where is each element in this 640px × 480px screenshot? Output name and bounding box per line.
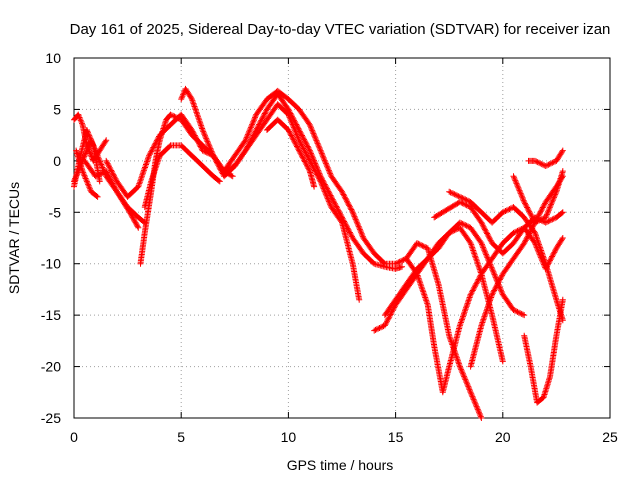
- point-marks: [137, 101, 363, 303]
- y-tick-label: 5: [53, 101, 61, 117]
- y-tick-label: 10: [45, 50, 61, 66]
- point-marks: [141, 142, 223, 211]
- series-track-17: [467, 173, 566, 370]
- point-marks: [521, 296, 566, 406]
- series-track-5: [81, 157, 142, 231]
- y-tick-label: -5: [49, 204, 62, 220]
- y-tick-label: 0: [53, 153, 61, 169]
- series-track-15: [431, 199, 566, 257]
- x-axis: 0 5 10 15 20 25: [70, 58, 618, 445]
- x-tick-label: 5: [177, 429, 185, 445]
- y-axis-label: SDTVAR / TECUs: [6, 182, 22, 294]
- x-tick-label: 25: [602, 429, 618, 445]
- point-marks: [431, 199, 566, 257]
- series-track-10: [221, 87, 485, 421]
- series-track-8: [141, 142, 223, 211]
- point-marks: [264, 116, 318, 190]
- y-tick-label: -20: [41, 359, 61, 375]
- y-tick-label: -10: [41, 256, 61, 272]
- point-marks: [525, 147, 566, 169]
- series-track-20: [521, 296, 566, 406]
- series-track-19: [525, 147, 566, 169]
- x-axis-label: GPS time / hours: [287, 457, 394, 473]
- data-points: [71, 85, 566, 421]
- series-track-7: [137, 101, 363, 303]
- point-marks: [467, 173, 566, 370]
- plot-frame: [73, 57, 611, 419]
- x-tick-label: 0: [70, 429, 78, 445]
- series-track-11: [264, 116, 318, 190]
- point-marks: [221, 87, 485, 421]
- point-marks: [446, 188, 566, 324]
- y-axis: 10 5 0 -5 -10 -15 -20 -25: [41, 50, 610, 426]
- series-track-18: [510, 168, 566, 226]
- chart-title: Day 161 of 2025, Sidereal Day-to-day VTE…: [70, 21, 611, 38]
- x-tick-label: 15: [388, 429, 404, 445]
- x-tick-label: 20: [495, 429, 511, 445]
- y-tick-label: -25: [41, 410, 61, 426]
- point-marks: [81, 157, 142, 231]
- y-tick-label: -15: [41, 307, 61, 323]
- point-marks: [510, 168, 566, 226]
- series-track-16: [446, 188, 566, 324]
- x-tick-label: 10: [281, 429, 297, 445]
